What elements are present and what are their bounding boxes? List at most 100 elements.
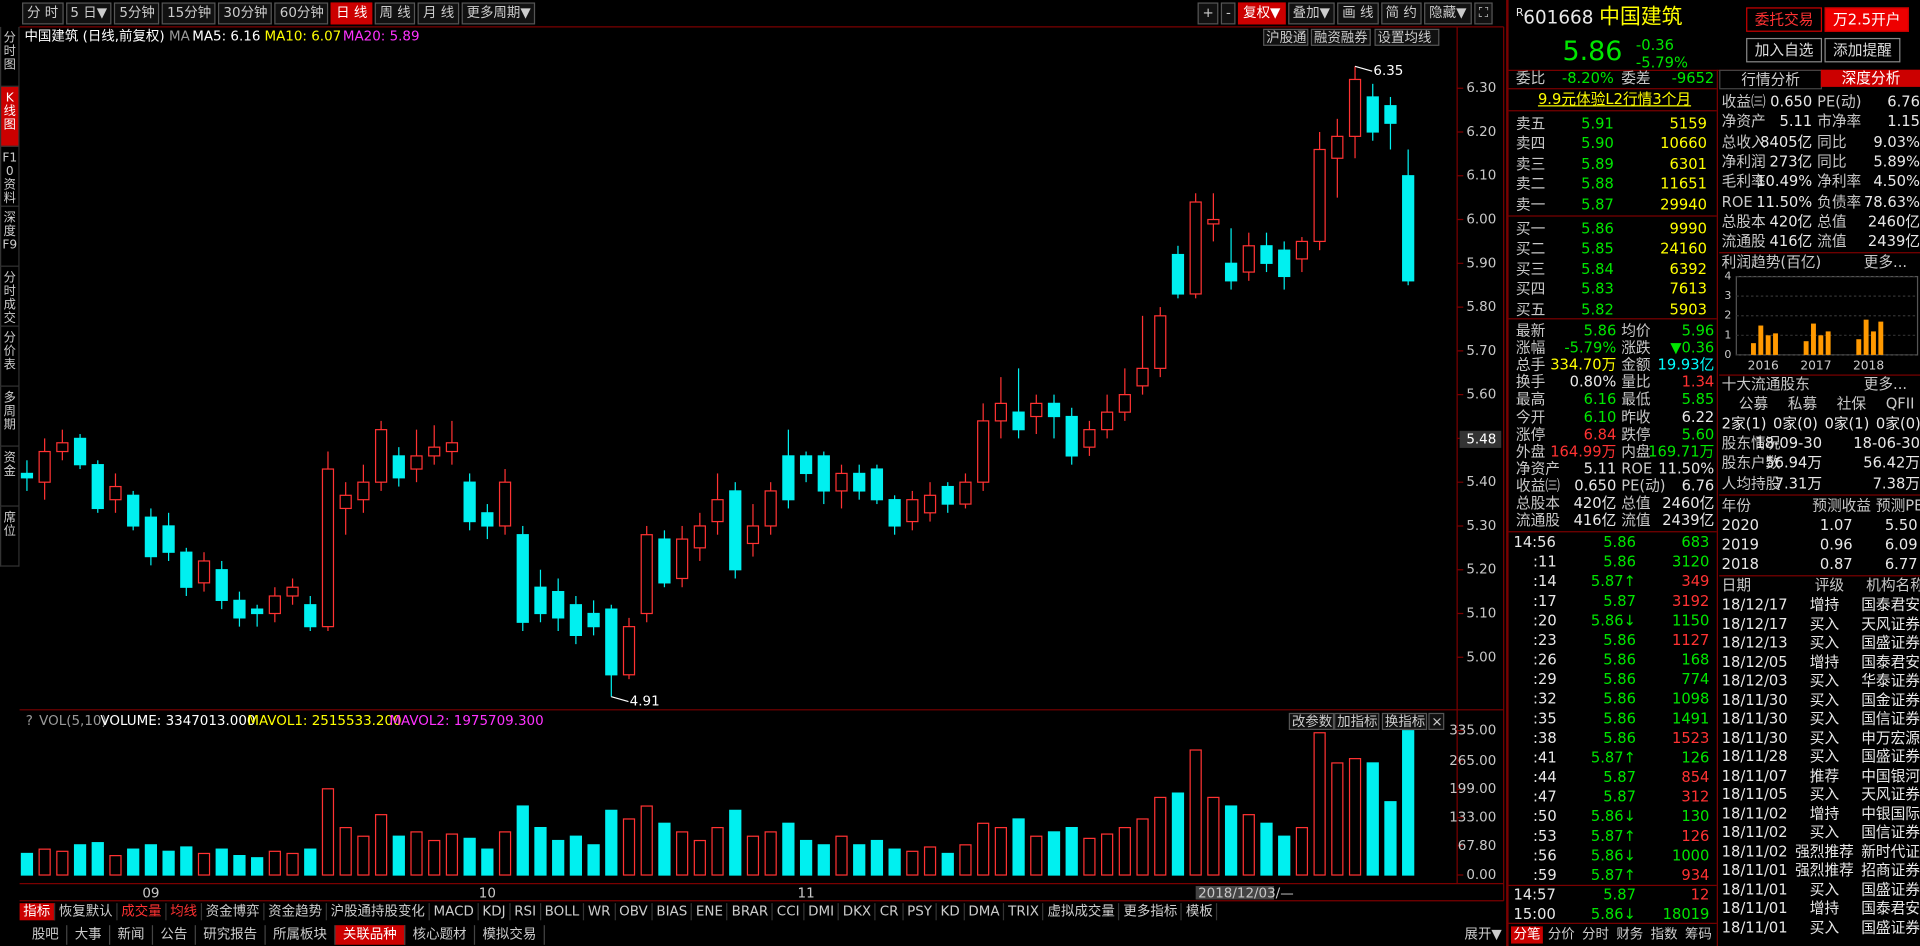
profit-bar xyxy=(1871,331,1876,355)
panel-button[interactable]: 换指标 xyxy=(1385,714,1425,730)
indicator-tab[interactable]: BRAR xyxy=(728,903,774,921)
panel-button[interactable]: × xyxy=(1431,715,1442,730)
side-tab[interactable]: F10资料 xyxy=(0,146,20,207)
action-button[interactable]: 委托交易 xyxy=(1746,7,1823,32)
quote-tab[interactable]: 筹码 xyxy=(1684,926,1712,943)
indicator-tab[interactable]: DMI xyxy=(804,903,840,921)
indicator-tab[interactable]: WR xyxy=(584,903,616,921)
period-button[interactable]: 更多周期▼ xyxy=(461,2,536,25)
indicator-tab[interactable]: BIAS xyxy=(653,903,693,921)
indicator-tab[interactable]: BOLL xyxy=(541,903,585,921)
period-button[interactable]: 周 线 xyxy=(374,2,416,25)
stat-value: 11.50% xyxy=(1658,459,1715,478)
book-label: 买一 xyxy=(1515,220,1546,238)
rating-grade: 买入 xyxy=(1809,918,1840,936)
indicator-tab[interactable]: CR xyxy=(876,903,904,921)
bottom-tab[interactable]: 新闻 xyxy=(110,925,154,945)
quote-tab[interactable]: 分笔 xyxy=(1511,926,1543,944)
tool-button[interactable]: 简 约 xyxy=(1380,2,1422,25)
side-tab[interactable]: 深度F9 xyxy=(0,206,20,267)
period-button[interactable]: 30分钟 xyxy=(218,2,273,25)
tick-time: :56 xyxy=(1533,846,1557,865)
bottom-tab[interactable]: 所属板块 xyxy=(266,925,336,945)
bottom-tab[interactable]: 核心题材 xyxy=(405,925,476,945)
indicator-tab[interactable]: RSI xyxy=(511,903,541,921)
indicator-tab[interactable]: 资金趋势 xyxy=(264,903,327,921)
indicator-tab[interactable]: MACD xyxy=(430,903,479,921)
indicator-tab[interactable]: 资金博弈 xyxy=(202,903,265,921)
tick-volume: 1150 xyxy=(1671,611,1710,630)
panel-button[interactable]: 融资融券 xyxy=(1314,30,1368,46)
action-button[interactable]: 万2.5开户 xyxy=(1824,7,1910,32)
period-button[interactable]: 分 时 xyxy=(22,2,64,25)
indicator-tab[interactable]: KDJ xyxy=(479,903,511,921)
period-button[interactable]: 月 线 xyxy=(418,2,460,25)
indicator-tab[interactable]: DMA xyxy=(965,903,1005,921)
panel-button[interactable]: 改参数 xyxy=(1292,713,1333,730)
indicator-tab[interactable]: TRIX xyxy=(1004,903,1044,921)
quote-tab[interactable]: 分时 xyxy=(1582,926,1609,943)
indicator-tab[interactable]: 成交量 xyxy=(118,903,167,921)
period-button[interactable]: 5 日▼ xyxy=(65,2,113,25)
indicator-tab[interactable]: 虚拟成交量 xyxy=(1044,903,1120,921)
period-button[interactable]: 5分钟 xyxy=(114,2,160,25)
tool-button[interactable]: 叠加▼ xyxy=(1287,2,1335,25)
panel-button[interactable]: 沪股通 xyxy=(1266,30,1307,46)
volume-bar xyxy=(605,809,618,876)
indicator-tab[interactable]: KD xyxy=(937,903,965,921)
side-tab[interactable]: K线图 xyxy=(0,86,20,147)
indicator-tab[interactable]: 更多指标 xyxy=(1120,903,1183,921)
quote-tab[interactable]: 分价 xyxy=(1547,926,1575,943)
analysis-tab[interactable]: 深度分析 xyxy=(1820,69,1920,87)
volume-bar xyxy=(817,844,830,876)
bottom-tab[interactable]: 关联品种 xyxy=(335,925,406,945)
indicator-tab[interactable]: 恢复默认 xyxy=(55,903,118,921)
rating-date: 18/12/05 xyxy=(1721,652,1788,671)
side-tab[interactable]: 资金 xyxy=(0,446,20,507)
tool-button[interactable]: - xyxy=(1221,2,1236,25)
tool-button[interactable]: 复权▼ xyxy=(1238,2,1286,25)
analysis-tab[interactable]: 行情分析 xyxy=(1719,69,1823,90)
candle-body xyxy=(853,472,866,492)
panel-button[interactable]: 设置均线 xyxy=(1378,30,1432,46)
indicator-tab[interactable]: 指标 xyxy=(19,903,56,921)
side-tab[interactable]: 席位 xyxy=(0,506,20,567)
indicator-tab[interactable]: OBV xyxy=(615,903,653,921)
indicator-tab[interactable]: CCI xyxy=(773,903,805,921)
candle-body xyxy=(127,494,140,527)
forecast-cell: 5.50 xyxy=(1884,516,1918,534)
volume-bar xyxy=(1101,833,1114,876)
action-button[interactable]: 加入自选 xyxy=(1746,37,1823,63)
tool-button[interactable]: + xyxy=(1197,2,1219,25)
period-button[interactable]: 60分钟 xyxy=(274,2,329,25)
side-tab[interactable]: 分价表 xyxy=(0,326,20,387)
side-tab[interactable]: 分时图 xyxy=(0,26,20,87)
bottom-tab[interactable]: 公告 xyxy=(153,925,196,945)
quote-tab[interactable]: 指数 xyxy=(1650,926,1678,943)
bottom-tab[interactable]: 大事 xyxy=(67,925,111,945)
promo-link[interactable]: 9.9元体验L2行情3个月 xyxy=(1537,90,1692,108)
change-pct: -5.79% xyxy=(1635,53,1688,71)
panel-button[interactable]: 加指标 xyxy=(1337,714,1377,730)
tool-button[interactable]: ⛶ xyxy=(1473,2,1494,25)
side-tab[interactable]: 多周期 xyxy=(0,386,20,447)
expand-button[interactable]: 展开▼ xyxy=(1464,926,1502,943)
indicator-tab[interactable]: 沪股通持股变化 xyxy=(327,903,430,921)
indicator-tab[interactable]: DKX xyxy=(839,903,877,921)
bottom-tab[interactable]: 股吧 xyxy=(24,925,68,945)
action-button[interactable]: 添加提醒 xyxy=(1824,37,1901,63)
tool-button[interactable]: 隐藏▼ xyxy=(1424,2,1472,25)
period-button[interactable]: 15分钟 xyxy=(162,2,217,25)
side-tab[interactable]: 分时成交 xyxy=(0,266,20,327)
indicator-tab[interactable]: 均线 xyxy=(167,903,203,921)
bottom-tab[interactable]: 模拟交易 xyxy=(475,925,545,945)
indicator-tab[interactable]: PSY xyxy=(903,903,937,921)
quote-tab[interactable]: 财务 xyxy=(1616,926,1644,943)
volume-bar xyxy=(658,822,671,876)
help[interactable]: ? xyxy=(26,714,33,729)
tool-button[interactable]: 画 线 xyxy=(1337,2,1379,25)
indicator-tab[interactable]: 模板 xyxy=(1182,903,1218,921)
period-button[interactable]: 日 线 xyxy=(331,2,373,25)
indicator-tab[interactable]: ENE xyxy=(692,903,728,921)
bottom-tab[interactable]: 研究报告 xyxy=(196,925,266,945)
